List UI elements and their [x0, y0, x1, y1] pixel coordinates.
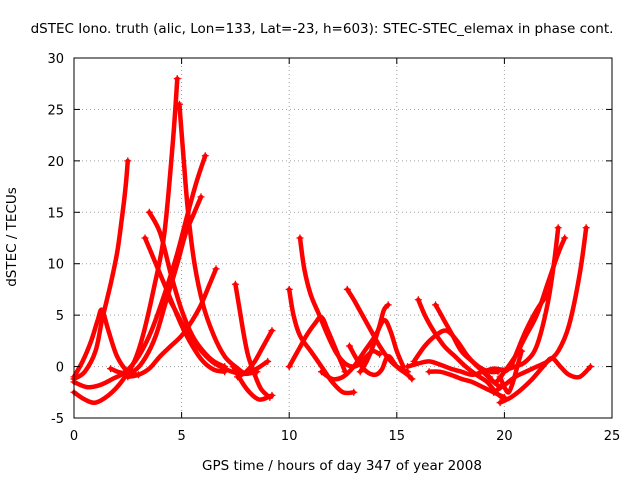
x-tick-label: 15	[389, 429, 406, 444]
arc-start-marker	[345, 342, 353, 350]
series-arc-28	[497, 356, 593, 405]
y-tick-label: 15	[47, 206, 64, 221]
x-tick-label: 0	[70, 429, 78, 444]
series-arc-21	[405, 225, 561, 378]
y-tick-label: 25	[47, 103, 64, 118]
arc-end-marker	[582, 224, 590, 232]
data-series	[70, 75, 594, 407]
arc-start-marker	[317, 368, 325, 376]
series-arc-20	[357, 302, 391, 374]
arc-start-marker	[404, 363, 412, 371]
series-arc-29	[497, 348, 524, 395]
x-tick-label: 10	[281, 429, 298, 444]
arc-start-marker	[490, 388, 498, 396]
arc-start-marker	[425, 368, 433, 376]
y-axis-label: dSTEC / TECUs	[4, 187, 20, 287]
arc-start-marker	[485, 373, 493, 381]
arc-start-marker	[496, 373, 504, 381]
arc-end-marker	[124, 157, 132, 165]
arc-end-marker	[408, 375, 416, 383]
plot-frame	[73, 57, 613, 419]
arc-end-marker	[586, 363, 594, 371]
arc-start-marker	[175, 100, 183, 108]
series-arc-7	[142, 235, 227, 374]
arc-start-marker	[229, 363, 237, 371]
series-arc-22	[416, 297, 507, 402]
arc-start-marker	[296, 234, 304, 242]
y-tick-label: 0	[56, 361, 64, 376]
y-tick-label: 5	[56, 309, 64, 324]
arc-end-marker	[543, 291, 551, 299]
arc-start-marker	[285, 285, 293, 293]
tick-labels: 0 5 10 15 20 25 -5 0 5 10 15 20 25 30	[47, 52, 620, 444]
series-arc-14	[286, 287, 357, 396]
axis-ticks	[73, 57, 613, 419]
arc-end-marker	[384, 301, 392, 309]
series-arc-12	[230, 364, 275, 402]
arc-end-marker	[201, 152, 209, 160]
arc-end-marker	[173, 75, 181, 83]
arc-end-marker	[268, 327, 276, 335]
arc-start-marker	[163, 291, 171, 299]
y-tick-label: 30	[47, 52, 64, 67]
arc-end-marker	[212, 265, 220, 273]
series-arc-1	[71, 158, 131, 382]
series-arc-13	[235, 328, 275, 380]
arc-start-marker	[432, 301, 440, 309]
y-tick-label: 20	[47, 155, 64, 170]
series-arc-25	[411, 328, 501, 375]
arc-end-marker	[264, 357, 272, 365]
arc-start-marker	[356, 368, 364, 376]
arc-start-marker	[500, 368, 508, 376]
chart-title: dSTEC Iono. truth (alic, Lon=133, Lat=-2…	[31, 21, 614, 37]
arc-start-marker	[145, 208, 153, 216]
series-arc-5	[125, 266, 219, 380]
arc-start-marker	[496, 399, 504, 407]
arc-end-marker	[554, 224, 562, 232]
series-arc-2	[71, 307, 141, 380]
arc-end-marker	[350, 388, 358, 396]
arc-start-marker	[343, 285, 351, 293]
arc-start-marker	[141, 234, 149, 242]
series-arc-27	[491, 225, 589, 395]
arc-end-marker	[376, 350, 384, 358]
series-arc-16	[286, 314, 348, 374]
arc-end-marker	[494, 368, 502, 376]
y-tick-label: 10	[47, 258, 64, 273]
arc-start-marker	[285, 363, 293, 371]
series-arc-18	[319, 318, 406, 382]
arc-start-marker	[410, 357, 418, 365]
x-tick-label: 20	[496, 429, 513, 444]
x-tick-label: 5	[177, 429, 185, 444]
arc-end-marker	[561, 234, 569, 242]
arc-end-marker	[197, 193, 205, 201]
series-arc-11	[233, 282, 273, 400]
y-tick-label: -5	[51, 412, 64, 427]
arc-start-marker	[234, 373, 242, 381]
arc-start-marker	[231, 280, 239, 288]
arc-start-marker	[107, 365, 115, 373]
x-axis-label: GPS time / hours of day 347 of year 2008	[202, 458, 482, 474]
series-arc-30	[502, 292, 550, 374]
x-tick-label: 25	[604, 429, 621, 444]
arc-end-marker	[268, 391, 276, 399]
series-arc-19	[347, 343, 415, 382]
arc-start-marker	[414, 296, 422, 304]
